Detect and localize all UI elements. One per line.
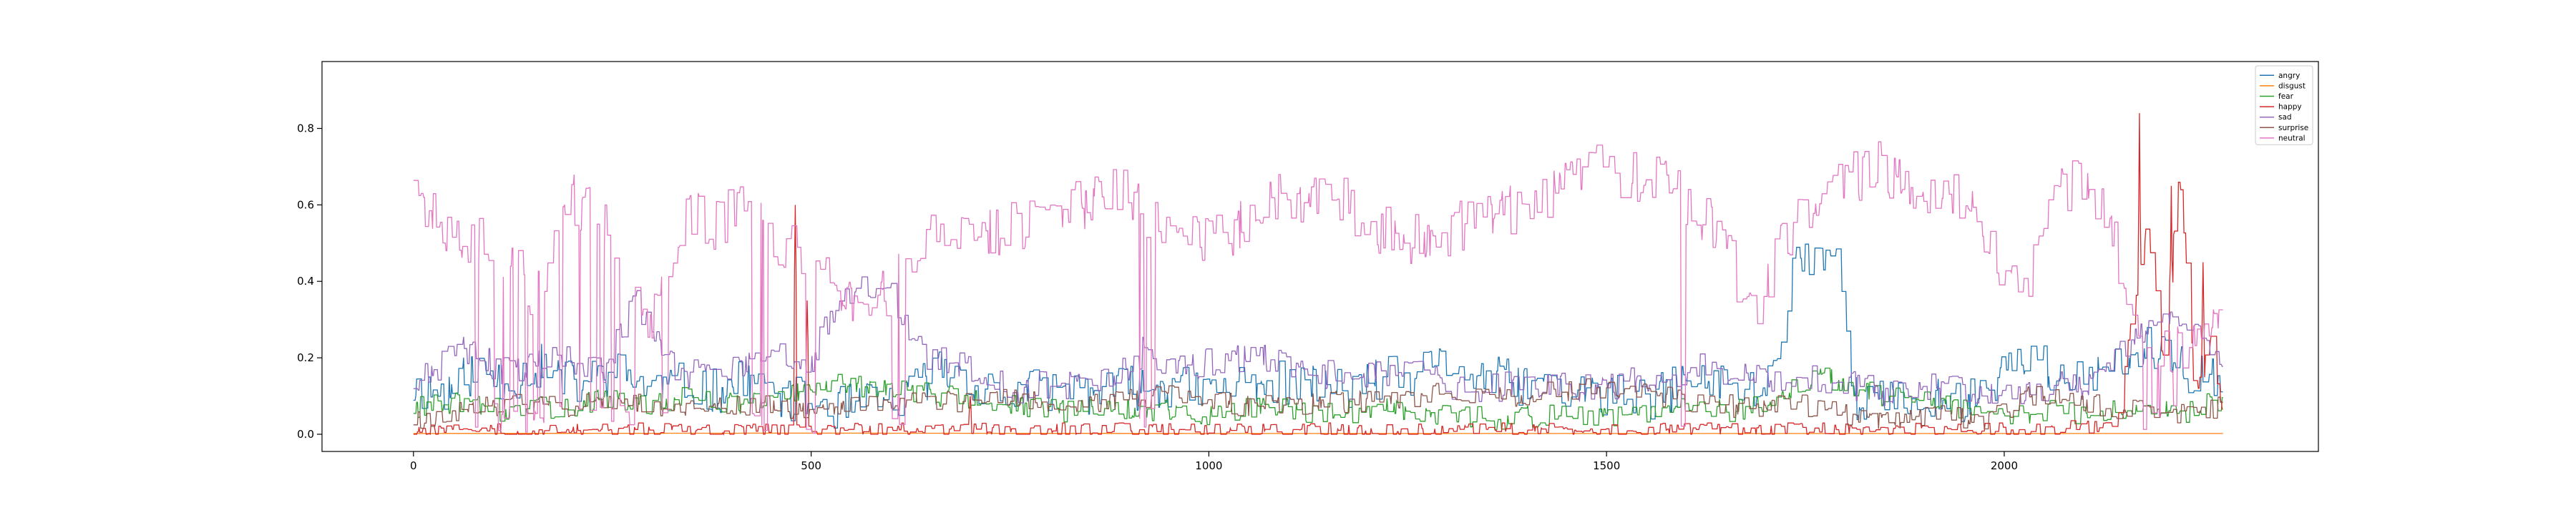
series-layer — [413, 113, 2223, 436]
series-line-sad — [413, 276, 2223, 406]
x-tick-label: 1500 — [1593, 459, 1620, 472]
legend-label-disgust: disgust — [2278, 82, 2306, 90]
legend-label-sad: sad — [2278, 113, 2292, 122]
x-tick-label: 1000 — [1195, 459, 1222, 472]
series-line-neutral — [413, 141, 2223, 434]
axes-frame — [321, 61, 2319, 452]
series-line-surprise — [413, 378, 2223, 430]
y-axis: 0.0 0.2 0.4 0.6 0.8 — [297, 122, 322, 441]
legend-label-neutral: neutral — [2278, 134, 2306, 142]
y-tick-label: 0.0 — [297, 428, 314, 441]
legend-label-surprise: surprise — [2278, 124, 2308, 132]
series-line-happy — [413, 113, 2223, 436]
legend-label-fear: fear — [2278, 92, 2294, 101]
legend-label-happy: happy — [2278, 103, 2302, 112]
y-tick-label: 0.6 — [297, 198, 314, 211]
y-tick-label: 0.2 — [297, 351, 314, 364]
y-tick-label: 0.8 — [297, 122, 314, 135]
x-tick-label: 2000 — [1991, 459, 2018, 472]
x-tick-label: 500 — [801, 459, 821, 472]
x-tick-label: 0 — [410, 459, 417, 472]
y-tick-label: 0.4 — [297, 275, 314, 288]
legend-label-angry: angry — [2278, 72, 2300, 80]
series-line-disgust — [413, 432, 2223, 434]
x-axis: 0 500 1000 1500 2000 — [410, 451, 2018, 472]
